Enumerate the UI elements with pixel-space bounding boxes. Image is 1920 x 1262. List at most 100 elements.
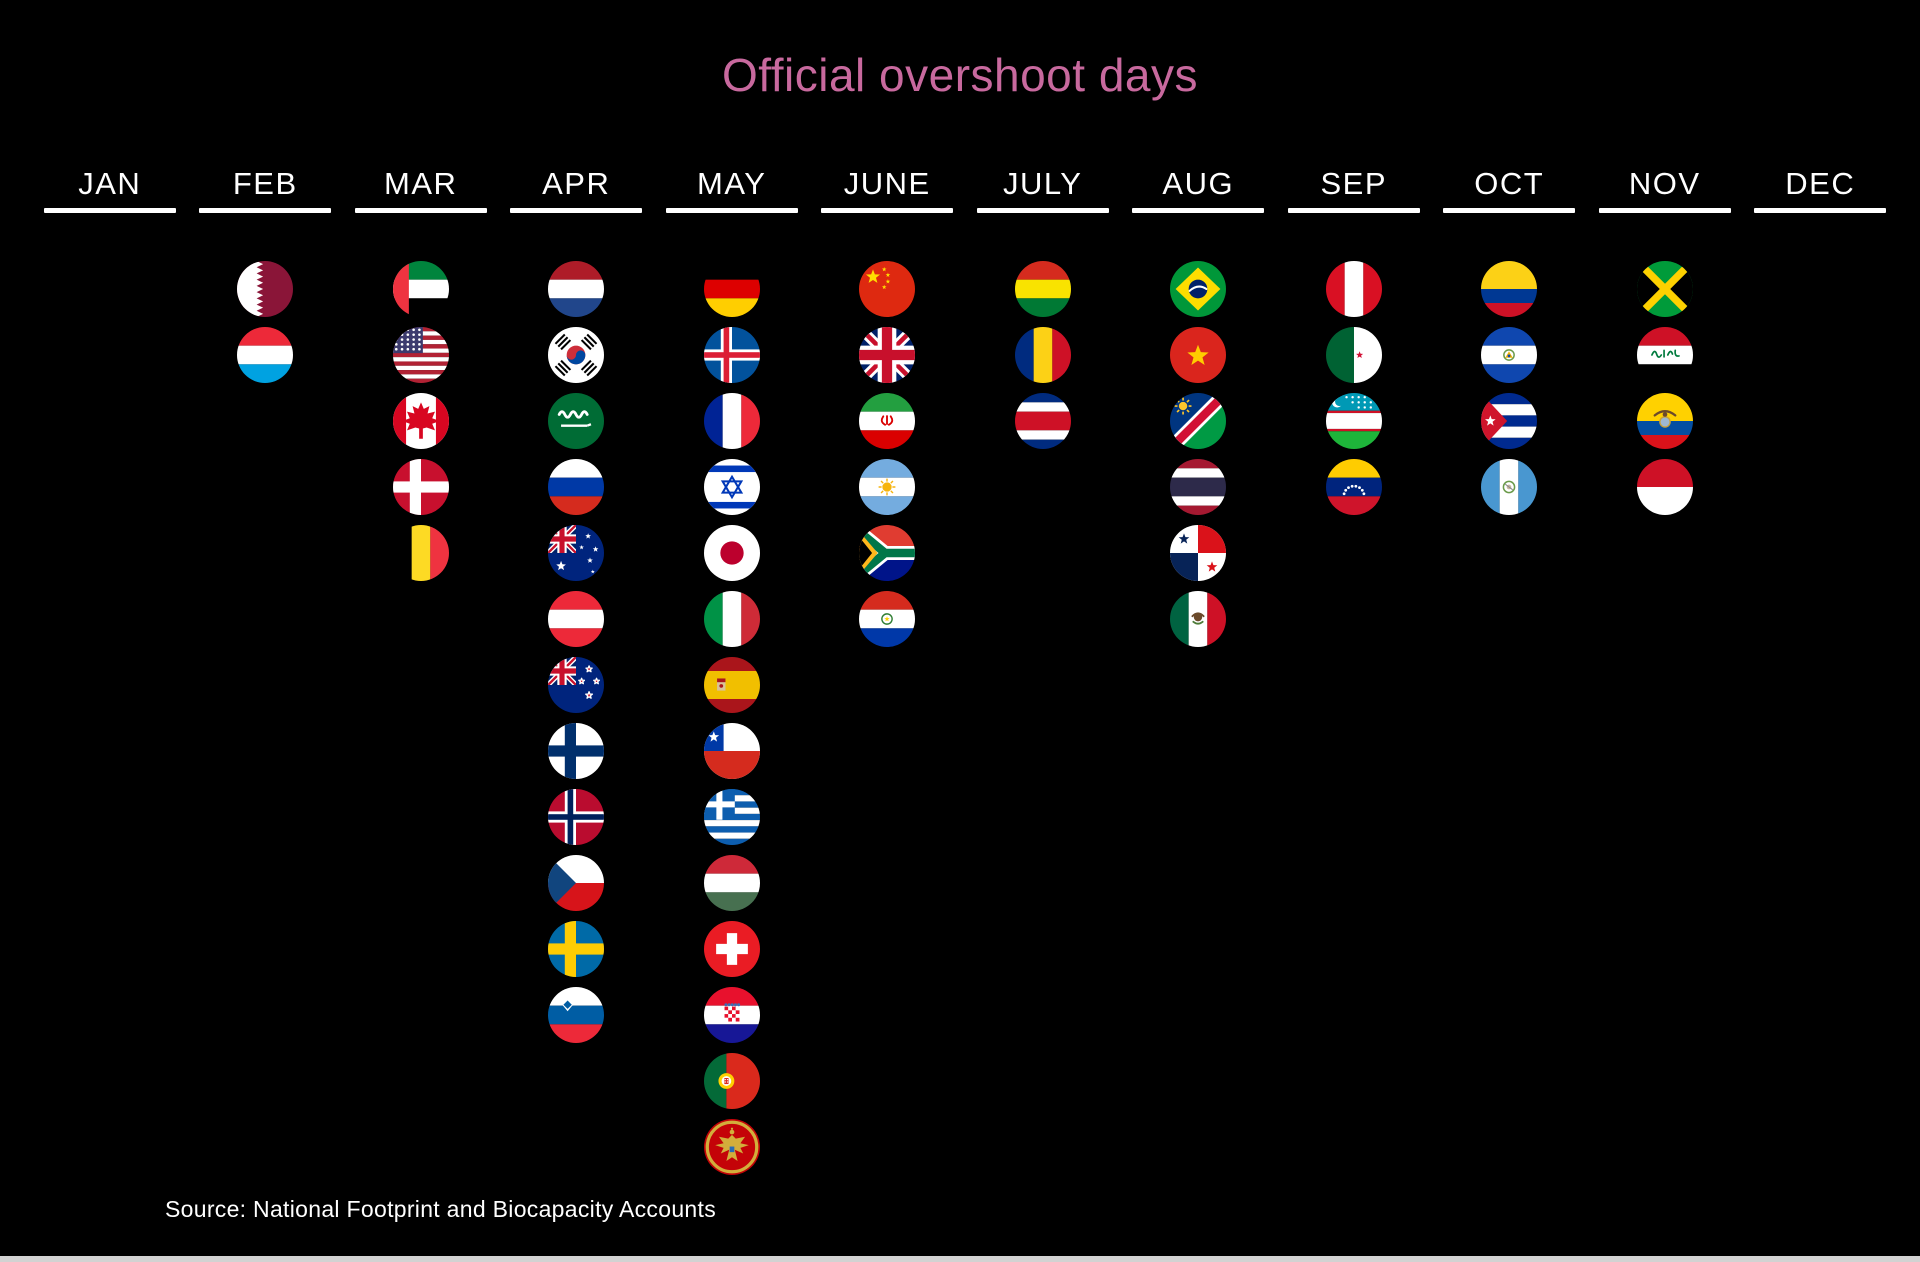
flag-cuba-icon bbox=[1481, 393, 1538, 449]
flag-jamaica-icon bbox=[1636, 261, 1693, 317]
flag-ecuador-icon bbox=[1636, 393, 1693, 449]
month-label: SEP bbox=[1320, 166, 1388, 201]
flag-spain-icon bbox=[703, 657, 760, 713]
flag-stack bbox=[1636, 261, 1693, 515]
flag-colombia-icon bbox=[1481, 261, 1538, 317]
month-column-sep: SEP bbox=[1276, 166, 1432, 1175]
flag-el-salvador-icon bbox=[1481, 327, 1538, 383]
flag-iran-icon bbox=[859, 393, 916, 449]
month-column-jan: JAN bbox=[32, 166, 188, 1175]
flag-norway-icon bbox=[548, 789, 605, 845]
flag-south-korea-icon bbox=[548, 327, 605, 383]
flag-russia-icon bbox=[548, 459, 605, 515]
month-underline bbox=[1287, 208, 1420, 213]
month-column-feb: FEB bbox=[188, 166, 344, 1175]
month-column-july: JULY bbox=[965, 166, 1121, 1175]
flag-china-icon bbox=[859, 261, 916, 317]
flag-algeria-icon bbox=[1325, 327, 1382, 383]
month-underline bbox=[1443, 208, 1576, 213]
flag-peru-icon bbox=[1325, 261, 1382, 317]
month-label: MAY bbox=[697, 166, 767, 201]
flag-montenegro-icon bbox=[703, 1119, 760, 1175]
month-label: OCT bbox=[1474, 166, 1545, 201]
month-underline bbox=[1598, 208, 1731, 213]
flag-stack bbox=[548, 261, 605, 1043]
flag-czech-republic-icon bbox=[548, 855, 605, 911]
flag-new-zealand-icon bbox=[548, 657, 605, 713]
flag-saudi-arabia-icon bbox=[548, 393, 605, 449]
flag-iceland-icon bbox=[703, 327, 760, 383]
flag-venezuela-icon bbox=[1325, 459, 1382, 515]
flag-austria-icon bbox=[548, 591, 605, 647]
flag-costa-rica-icon bbox=[1014, 393, 1071, 449]
flag-romania-icon bbox=[1014, 327, 1071, 383]
month-label: FEB bbox=[232, 166, 298, 201]
flag-sweden-icon bbox=[548, 921, 605, 977]
month-underline bbox=[1132, 208, 1265, 213]
flag-stack bbox=[1170, 261, 1227, 647]
month-underline bbox=[665, 208, 798, 213]
month-column-june: JUNE bbox=[810, 166, 966, 1175]
flag-iraq-icon bbox=[1636, 327, 1693, 383]
month-label: MAR bbox=[384, 166, 458, 201]
flag-canada-icon bbox=[392, 393, 449, 449]
month-underline bbox=[199, 208, 332, 213]
flag-belgium-icon bbox=[392, 525, 449, 581]
source-note: Source: National Footprint and Biocapaci… bbox=[165, 1196, 716, 1222]
month-label: AUG bbox=[1162, 166, 1235, 201]
flag-stack bbox=[392, 261, 449, 581]
flag-panama-icon bbox=[1170, 525, 1227, 581]
month-underline bbox=[1754, 208, 1887, 213]
flag-united-kingdom-icon bbox=[859, 327, 916, 383]
flag-australia-icon bbox=[548, 525, 605, 581]
month-column-dec: DEC bbox=[1743, 166, 1899, 1175]
flag-denmark-icon bbox=[392, 459, 449, 515]
flag-netherlands-icon bbox=[548, 261, 605, 317]
month-column-nov: NOV bbox=[1587, 166, 1743, 1175]
flag-greece-icon bbox=[703, 789, 760, 845]
columns: JAN FEB MAR APR MAY JUNE JULY AUG SEP OCT NOV DEC bbox=[32, 166, 1898, 1175]
flag-chile-icon bbox=[703, 723, 760, 779]
flag-germany-icon bbox=[703, 261, 760, 317]
flag-namibia-icon bbox=[1170, 393, 1227, 449]
flag-italy-icon bbox=[703, 591, 760, 647]
month-column-may: MAY bbox=[654, 166, 810, 1175]
flag-france-icon bbox=[703, 393, 760, 449]
flag-mexico-icon bbox=[1170, 591, 1227, 647]
month-underline bbox=[976, 208, 1109, 213]
flag-stack bbox=[703, 261, 760, 1175]
page-title: Official overshoot days bbox=[722, 49, 1198, 101]
flag-uzbekistan-icon bbox=[1325, 393, 1382, 449]
flag-stack bbox=[1014, 261, 1071, 449]
month-label: NOV bbox=[1628, 166, 1701, 201]
month-underline bbox=[43, 208, 176, 213]
flag-stack bbox=[1325, 261, 1382, 515]
month-label: JAN bbox=[78, 166, 142, 201]
flag-south-africa-icon bbox=[859, 525, 916, 581]
flag-israel-icon bbox=[703, 459, 760, 515]
month-column-oct: OCT bbox=[1432, 166, 1588, 1175]
month-underline bbox=[354, 208, 487, 213]
month-column-aug: AUG bbox=[1121, 166, 1277, 1175]
flag-hungary-icon bbox=[703, 855, 760, 911]
flag-vietnam-icon bbox=[1170, 327, 1227, 383]
flag-croatia-icon bbox=[703, 987, 760, 1043]
flag-finland-icon bbox=[548, 723, 605, 779]
flag-bolivia-icon bbox=[1014, 261, 1071, 317]
flag-slovenia-icon bbox=[548, 987, 605, 1043]
flag-stack bbox=[859, 261, 916, 647]
month-underline bbox=[510, 208, 643, 213]
flag-qatar-icon bbox=[237, 261, 294, 317]
flag-indonesia-icon bbox=[1636, 459, 1693, 515]
month-label: JUNE bbox=[843, 166, 931, 201]
month-label: JULY bbox=[1002, 166, 1083, 201]
flag-guatemala-icon bbox=[1481, 459, 1538, 515]
bottom-bar bbox=[0, 1256, 1920, 1262]
flag-argentina-icon bbox=[859, 459, 916, 515]
flag-brazil-icon bbox=[1170, 261, 1227, 317]
flag-portugal-icon bbox=[703, 1053, 760, 1109]
flag-thailand-icon bbox=[1170, 459, 1227, 515]
month-underline bbox=[821, 208, 954, 213]
month-column-apr: APR bbox=[499, 166, 655, 1175]
